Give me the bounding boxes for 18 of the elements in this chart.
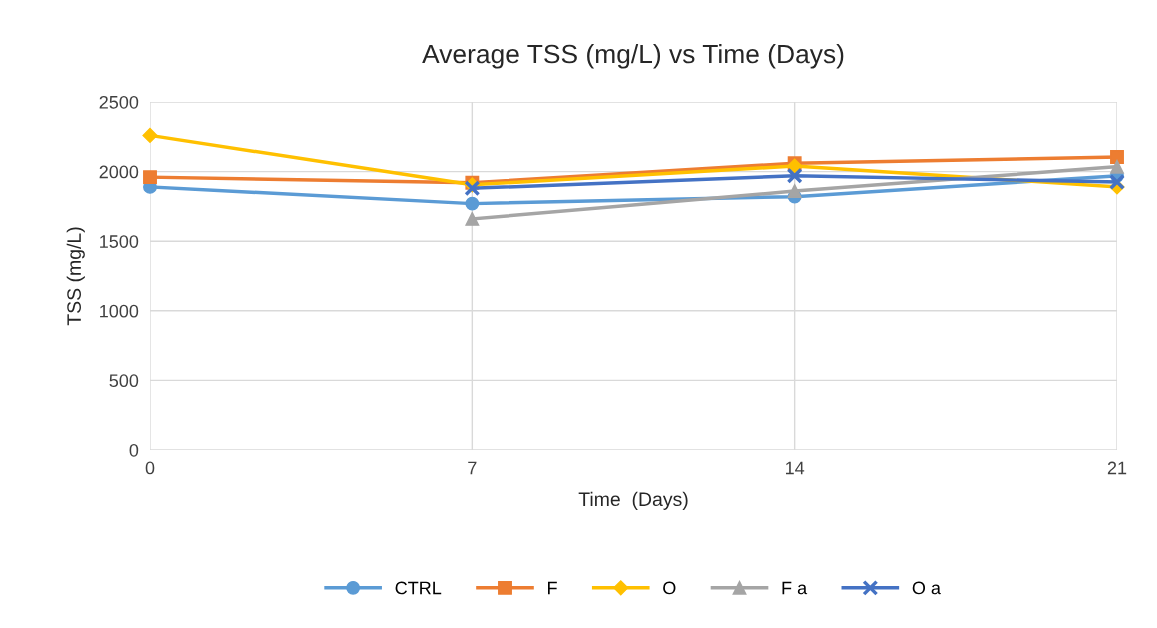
- chart-title: Average TSS (mg/L) vs Time (Days): [422, 43, 844, 69]
- x-tick-label: 0: [145, 461, 155, 475]
- y-tick-label: 1500: [100, 235, 139, 248]
- legend-label: O a: [912, 581, 941, 595]
- y-axis-title: TSS (mg/L): [66, 227, 85, 326]
- x-tick-label: 21: [1107, 461, 1127, 475]
- legend-label: F: [548, 581, 557, 595]
- y-tick-label: 1000: [100, 304, 139, 318]
- x-axis-title: Time (Days): [578, 491, 688, 510]
- y-tick-label: 2000: [99, 165, 139, 179]
- y-tick-label: 2500: [99, 95, 139, 109]
- y-tick-label: 500: [109, 374, 139, 388]
- legend-label: F a: [782, 581, 808, 595]
- x-tick-label: 14: [786, 461, 805, 475]
- legend-label: O: [663, 581, 676, 595]
- x-tick-label: 7: [468, 461, 477, 475]
- legend-label: CTRL: [395, 581, 442, 595]
- y-tick-label: 0: [129, 443, 139, 457]
